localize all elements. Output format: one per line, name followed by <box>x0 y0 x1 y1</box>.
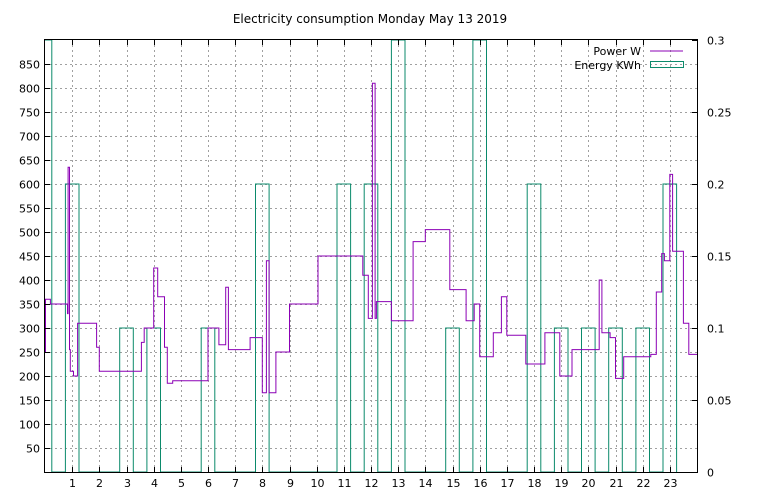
y-tick-label: 300 <box>19 323 40 336</box>
y-tick-label: 700 <box>19 131 40 144</box>
y2-tick-label: 0.15 <box>707 251 732 264</box>
y2-tick-label: 0.05 <box>707 395 732 408</box>
x-tick-label: 15 <box>447 477 461 490</box>
x-tick-label: 6 <box>205 477 212 490</box>
y-tick-label: 600 <box>19 179 40 192</box>
y2-tick-label: 0.3 <box>707 35 725 48</box>
x-tick-label: 23 <box>664 477 678 490</box>
power-w-line <box>45 82 697 394</box>
legend: Power W Energy KWh <box>574 45 684 72</box>
x-tick-label: 12 <box>365 477 379 490</box>
plot-frame <box>44 39 698 473</box>
y-tick-label: 750 <box>19 107 40 120</box>
x-axis-ticks: 1 2 3 4 5 6 7 8 9 10 11 12 13 14 15 16 17 18 19 20 21 22 23 <box>69 40 678 490</box>
y-tick-label: 500 <box>19 227 40 240</box>
y-tick-label: 50 <box>26 443 40 456</box>
x-tick-label: 18 <box>528 477 542 490</box>
y-axis-ticks: 50 100 150 200 250 300 350 400 450 500 550 600 650 70… <box>19 59 50 456</box>
x-tick-label: 7 <box>232 477 239 490</box>
y-tick-label: 650 <box>19 155 40 168</box>
x-tick-label: 5 <box>178 477 185 490</box>
y-tick-label: 350 <box>19 299 40 312</box>
y-tick-label: 250 <box>19 347 40 360</box>
y2-tick-label: 0.25 <box>707 107 732 120</box>
x-tick-label: 9 <box>287 477 294 490</box>
y-tick-label: 850 <box>19 59 40 72</box>
x-tick-label: 14 <box>419 477 433 490</box>
x-tick-label: 10 <box>311 477 325 490</box>
x-tick-label: 22 <box>637 477 651 490</box>
x-tick-label: 20 <box>582 477 596 490</box>
y-tick-label: 200 <box>19 371 40 384</box>
x-tick-label: 16 <box>474 477 488 490</box>
y-tick-label: 450 <box>19 251 40 264</box>
y2-tick-label: 0.2 <box>707 179 725 192</box>
y-tick-label: 150 <box>19 395 40 408</box>
x-tick-label: 11 <box>338 477 352 490</box>
x-tick-label: 3 <box>124 477 131 490</box>
y2-tick-label: 0 <box>707 467 714 480</box>
x-tick-label: 21 <box>610 477 624 490</box>
x-tick-label: 17 <box>501 477 515 490</box>
x-tick-label: 13 <box>392 477 406 490</box>
legend-swatch-energy <box>650 61 684 68</box>
y2-tick-label: 0.1 <box>707 323 725 336</box>
y-tick-label: 100 <box>19 419 40 432</box>
x-tick-label: 19 <box>555 477 569 490</box>
x-tick-label: 1 <box>69 477 76 490</box>
y-tick-label: 400 <box>19 275 40 288</box>
x-tick-label: 8 <box>259 477 266 490</box>
y-tick-label: 550 <box>19 203 40 216</box>
legend-label-power: Power W <box>593 45 641 58</box>
legend-label-energy: Energy KWh <box>574 59 641 72</box>
chart-title: Electricity consumption Monday May 13 20… <box>233 12 507 26</box>
y-tick-label: 800 <box>19 83 40 96</box>
grid <box>45 40 697 472</box>
power-series <box>45 82 697 394</box>
y2-axis-ticks: 0 0.05 0.1 0.15 0.2 0.25 0.3 <box>692 35 732 480</box>
x-tick-label: 4 <box>151 477 158 490</box>
x-tick-label: 2 <box>96 477 103 490</box>
